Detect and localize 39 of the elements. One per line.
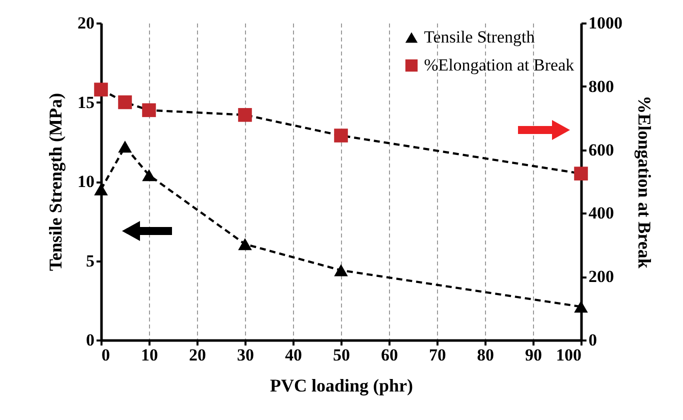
point bbox=[238, 108, 252, 122]
legend-label: %Elongation at Break bbox=[424, 56, 575, 74]
point bbox=[118, 95, 132, 110]
x-axis-title: PVC loading (phr) bbox=[270, 376, 414, 396]
y2-tick-label: 200 bbox=[588, 267, 614, 286]
x-tick-label: 30 bbox=[237, 346, 254, 364]
y-tick-label: 5 bbox=[86, 251, 94, 270]
point bbox=[334, 128, 348, 142]
y-tick-label: 15 bbox=[78, 92, 94, 112]
y2-tick-label: 0 bbox=[588, 330, 597, 350]
x-tick-label: 40 bbox=[285, 346, 302, 364]
x-tick-label: 90 bbox=[525, 346, 542, 364]
y-tick-label: 0 bbox=[86, 330, 94, 350]
point bbox=[574, 166, 588, 180]
x-tick-label: 70 bbox=[429, 346, 446, 364]
point bbox=[118, 140, 132, 153]
y2-tick-label: 600 bbox=[588, 140, 614, 160]
point bbox=[94, 82, 108, 96]
x-tick-label: 60 bbox=[381, 346, 398, 364]
y-tick-label: 10 bbox=[78, 172, 94, 191]
x-tick-label: 50 bbox=[333, 346, 350, 364]
y2-tick-label: 400 bbox=[588, 204, 614, 223]
x-tick-label: 100 bbox=[556, 346, 582, 364]
point bbox=[574, 300, 588, 313]
x-tick-label: 0 bbox=[102, 346, 110, 364]
y-tick-label: 20 bbox=[78, 14, 94, 32]
x-tick-label: 10 bbox=[141, 346, 158, 364]
x-tick-label: 20 bbox=[189, 346, 206, 364]
point bbox=[238, 238, 252, 250]
x-tick-label: 80 bbox=[477, 346, 494, 364]
point bbox=[142, 169, 156, 182]
y2-tick-label: 800 bbox=[588, 76, 614, 96]
point bbox=[142, 103, 156, 118]
y2-tick-label: 1000 bbox=[588, 14, 622, 32]
point bbox=[94, 183, 108, 196]
point bbox=[334, 264, 348, 276]
y2-axis-title: %Elongation at Break bbox=[634, 96, 654, 268]
y-axis-title: Tensile Strength (MPa) bbox=[46, 93, 66, 271]
legend-label: Tensile Strength bbox=[424, 28, 536, 46]
